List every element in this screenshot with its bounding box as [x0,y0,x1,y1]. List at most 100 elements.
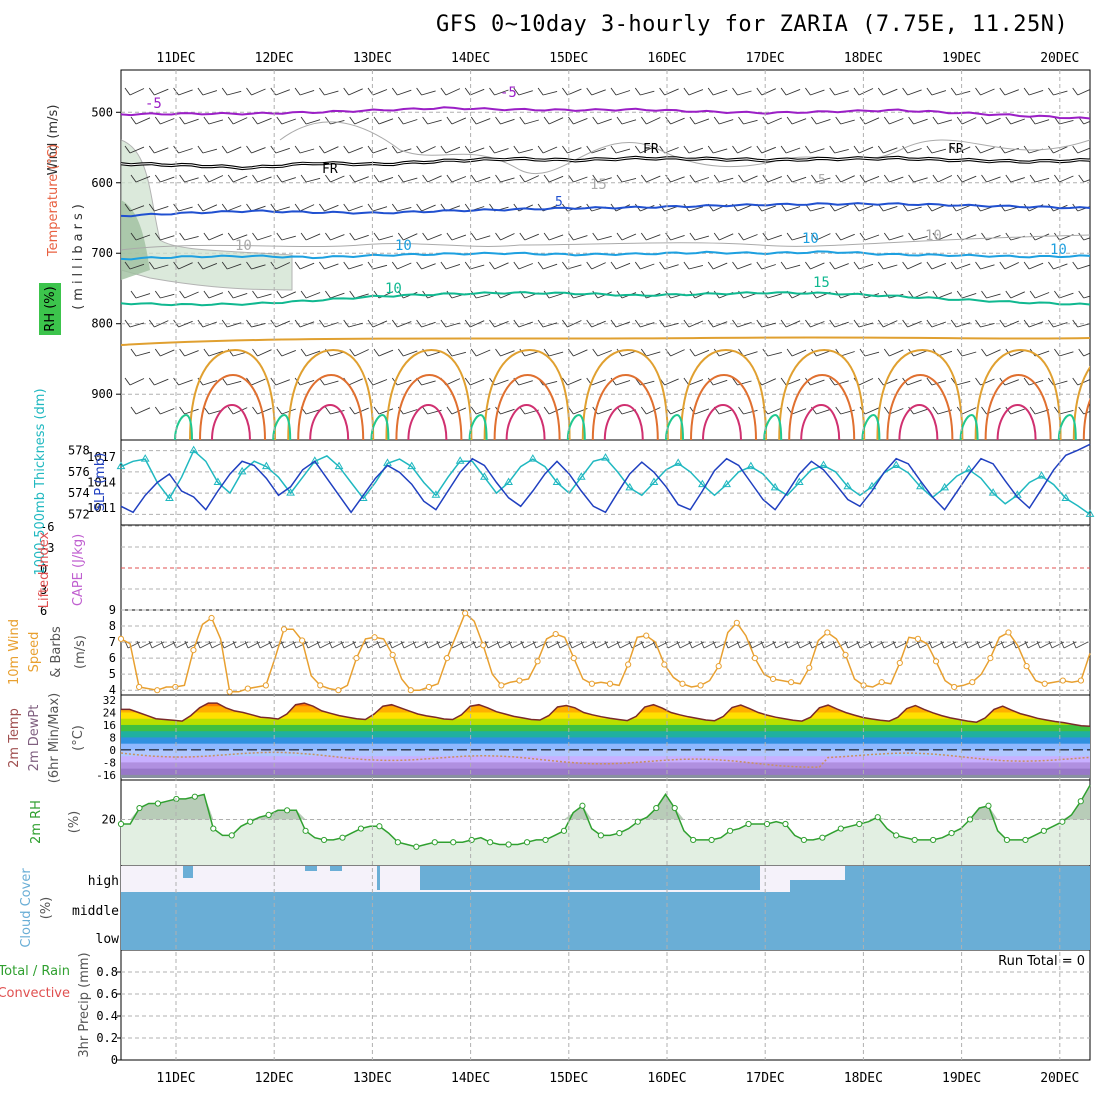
rh-tick-label: 20 [102,812,116,826]
wind-barb [956,290,977,299]
wind-barb [999,261,1019,270]
rh-line-point [210,825,217,832]
wind-barb [616,174,637,183]
wind-barb [154,290,175,299]
cool-contour [861,413,881,440]
wind-speed-line-point [625,661,632,668]
temp2m-label-2: 2m DewPt [27,705,42,772]
wind-speed-line-point [262,682,269,689]
rh-line-point [616,830,623,837]
wind-barb [179,290,199,299]
warm-contour-35 [309,403,350,440]
warm-contour-35 [505,403,546,440]
cloud-high-block [1000,866,1090,892]
cloud-panel: high middle low [72,866,1090,950]
cloud-level-label: middle [72,904,119,919]
cloud-high-block [183,866,193,878]
rh2m-panel: 20 [102,784,1091,865]
rh-line-point [782,820,789,828]
x-label-bottom: 13DEC [353,1071,392,1086]
x-label-bottom: 18DEC [844,1071,883,1086]
wind-barb [877,319,898,328]
thickness-line-point [964,464,974,473]
temp-tick-label: 32 [103,694,116,707]
wind-barb [276,348,296,357]
wind-barb [1072,87,1090,96]
rh-line-point [394,839,401,846]
wind-barb [495,116,515,125]
wind-barb [124,261,145,270]
wind-barb [1078,290,1090,299]
dewpoint-line [120,751,1091,768]
wind-barb [519,116,539,125]
warm-contour-30 [984,373,1052,440]
wind-barb [610,145,631,154]
cloud-label: Cloud Cover [19,868,34,948]
chart-title: GFS 0~10day 3-hourly for ZARIA (7.75E, 1… [436,12,1069,37]
wind-barb [786,174,807,183]
wind-barb [537,261,558,270]
rh-line-point [634,818,641,825]
wind-barb [519,232,539,241]
wind-barb [367,87,388,96]
wind-barb [1023,377,1044,386]
wind-barb [367,261,388,270]
warm-contour-35 [603,403,644,440]
wind-barb [130,174,151,183]
wind-barb [586,145,606,154]
contour-label: FR [948,142,964,157]
wind-barb [519,348,539,357]
cool-contour [566,413,586,440]
wind-barb [568,116,588,125]
wind-barb [464,87,485,96]
wind-barb [343,145,363,154]
wind-barb [562,145,582,154]
wind-barb [397,116,418,125]
wind-barb [124,145,145,154]
rh-contour [121,234,1090,251]
isotherm--5 [121,106,1090,120]
slp-tick-label: 1011 [87,501,116,515]
wind-speed-line-point [969,679,976,686]
wind-barb [416,145,436,154]
warm-contour-25 [287,348,375,440]
wind-barb [902,145,922,154]
wind-barb [1048,87,1068,96]
wind-speed-line-point [788,679,795,686]
wind-speed-line-point [733,619,740,626]
wind-barb [276,174,296,183]
wind-barb [130,116,151,125]
wind-barb [1048,261,1068,270]
wind-barb [835,232,855,241]
wind-barb [446,348,467,357]
wind-barb [562,319,582,328]
wind-barb [343,203,363,212]
warm-contour-30 [297,373,365,440]
rh-line-point [505,841,512,848]
wind-barb [513,319,533,328]
wind-barb [902,261,922,270]
wind-barb [616,116,637,125]
wind-barb [877,261,898,270]
wind-barb [659,377,679,386]
wind-barb [543,116,564,125]
wind-barb [1072,319,1090,328]
wind-barb [270,203,290,212]
rh-line-point [302,827,309,834]
thickness-line-point [189,445,199,454]
wind-barb [197,261,218,270]
wind-barb [227,174,248,183]
wind-barb [373,116,394,125]
rh-line-point [597,832,604,839]
wind-speed-line-point [117,635,125,642]
wind-barb [762,232,782,241]
wind-barb [981,406,1001,415]
thickness-line-point [770,482,780,491]
thickness-line-point [480,472,489,480]
wind-barb [543,174,564,183]
warm-contour-35 [1096,405,1100,440]
precip-tick-label: 0 [111,1053,118,1067]
wind-barb [999,87,1019,96]
wind-barb [446,174,467,183]
thickness-line-point [867,481,877,490]
